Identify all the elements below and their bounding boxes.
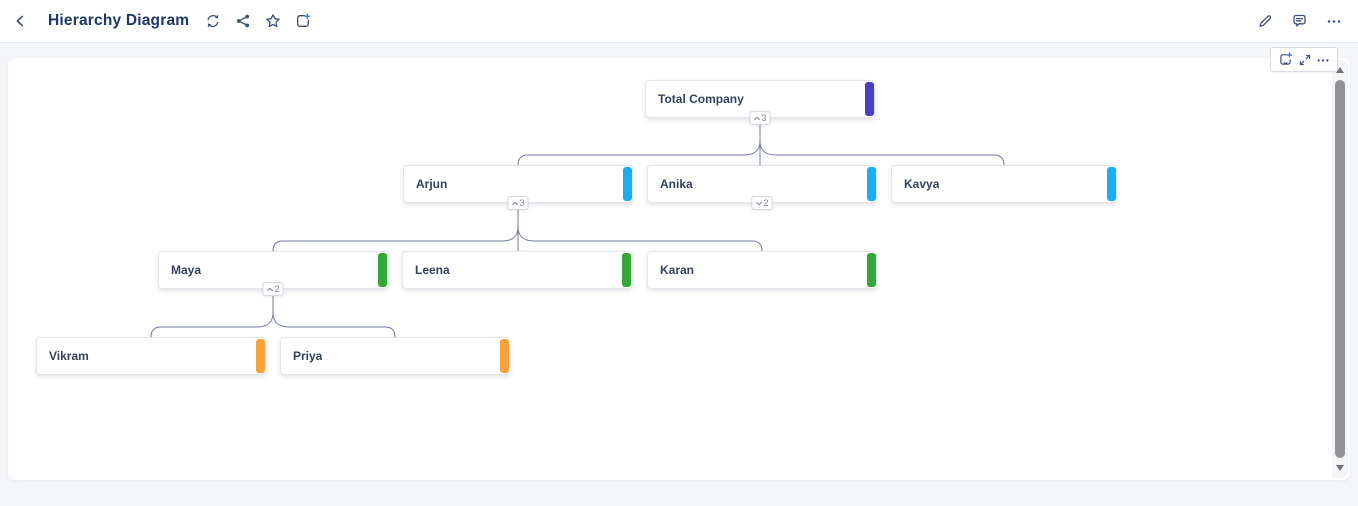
expand-arrows-icon <box>1299 54 1310 65</box>
favorite-button[interactable] <box>263 11 283 31</box>
node-accent-bar <box>1107 167 1116 201</box>
node-label: Karan <box>660 263 695 277</box>
star-icon <box>266 14 280 28</box>
diagram-canvas[interactable]: Total Company 3 Arjun 3 Anika 2 Kavya Maya 2 Leen… <box>8 58 1350 480</box>
ellipsis-icon <box>1317 58 1329 62</box>
chevron-up-icon <box>267 287 273 291</box>
scroll-up-arrow[interactable] <box>1336 67 1344 73</box>
chevron-up-icon <box>512 201 518 205</box>
header-right-group <box>1255 11 1344 31</box>
tree-node-anika[interactable]: Anika <box>647 165 877 203</box>
badge-count: 2 <box>763 198 769 208</box>
collapse-badge-arjun[interactable]: 3 <box>507 196 529 210</box>
tree-node-maya[interactable]: Maya <box>158 251 388 289</box>
node-accent-bar <box>500 339 509 373</box>
back-button[interactable] <box>10 11 30 31</box>
comment-icon <box>1293 14 1306 27</box>
tree-node-kavya[interactable]: Kavya <box>891 165 1117 203</box>
share-button[interactable] <box>233 11 253 31</box>
collapse-badge-maya[interactable]: 2 <box>262 282 284 296</box>
tree-node-priya[interactable]: Priya <box>280 337 510 375</box>
node-label: Priya <box>293 349 323 363</box>
save-view-button[interactable] <box>293 11 313 31</box>
pencil-icon <box>1259 15 1272 27</box>
expand-fullscreen-button[interactable] <box>1298 53 1312 67</box>
add-child-node-button[interactable] <box>1278 52 1293 67</box>
collapse-badge-anika[interactable]: 2 <box>751 196 773 210</box>
node-accent-bar <box>865 82 874 116</box>
scroll-down-arrow[interactable] <box>1336 465 1344 471</box>
node-accent-bar <box>623 167 632 201</box>
badge-count: 3 <box>761 113 767 123</box>
tree-node-vikram[interactable]: Vikram <box>36 337 266 375</box>
edit-button[interactable] <box>1255 11 1275 31</box>
tree-node-karan[interactable]: Karan <box>647 251 877 289</box>
add-node-icon <box>1280 52 1293 65</box>
node-accent-bar <box>867 253 876 287</box>
node-accent-bar <box>378 253 387 287</box>
badge-count: 3 <box>519 198 525 208</box>
diagram-more-button[interactable] <box>1316 53 1330 67</box>
diagram-toolbar <box>1270 47 1338 72</box>
chevron-down-icon <box>756 201 762 205</box>
tree-node-total-company[interactable]: Total Company <box>645 80 875 118</box>
node-label: Kavya <box>904 177 940 191</box>
node-label: Arjun <box>416 177 448 191</box>
refresh-button[interactable] <box>203 11 223 31</box>
node-label: Total Company <box>658 92 744 106</box>
vertical-scrollbar <box>1332 60 1348 478</box>
node-label: Maya <box>171 263 202 277</box>
node-label: Anika <box>660 177 693 191</box>
node-accent-bar <box>867 167 876 201</box>
more-options-button[interactable] <box>1324 11 1344 31</box>
comments-button[interactable] <box>1289 11 1310 31</box>
tree-node-leena[interactable]: Leena <box>402 251 632 289</box>
badge-count: 2 <box>274 284 280 294</box>
node-accent-bar <box>622 253 631 287</box>
node-label: Leena <box>415 263 450 277</box>
share-icon <box>237 14 250 28</box>
app-header: Hierarchy Diagram <box>0 0 1358 43</box>
collapse-badge-total-company[interactable]: 3 <box>749 111 771 125</box>
scrollbar-thumb[interactable] <box>1335 80 1345 458</box>
save-view-icon <box>297 13 311 27</box>
node-label: Vikram <box>49 349 89 363</box>
ellipsis-icon <box>1327 20 1341 23</box>
page-title: Hierarchy Diagram <box>48 12 190 29</box>
chevron-up-icon <box>754 116 760 120</box>
node-accent-bar <box>256 339 265 373</box>
refresh-icon <box>207 14 219 28</box>
header-left-group: Hierarchy Diagram <box>10 11 313 31</box>
chevron-left-icon <box>16 15 24 27</box>
